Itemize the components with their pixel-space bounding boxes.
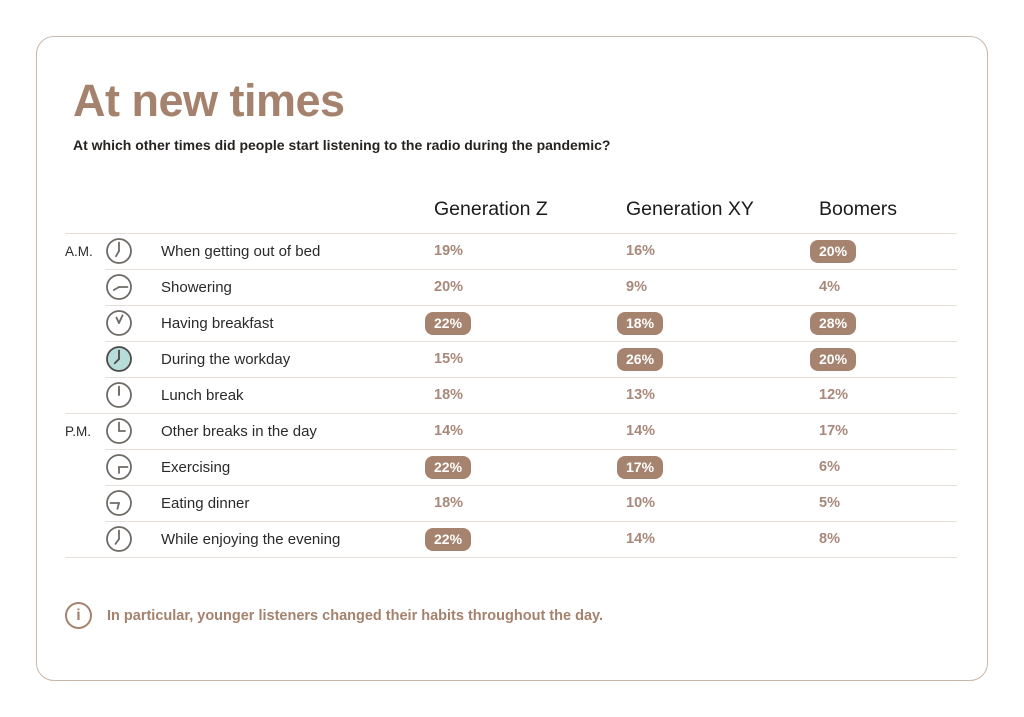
highlight-pill: 22% <box>425 527 472 551</box>
footer-note-text: In particular, younger listeners changed… <box>107 607 604 624</box>
highlight-pill: 18% <box>617 311 664 335</box>
activity-label: Eating dinner <box>161 494 250 512</box>
habits-table: Generation Z Generation XY Boomers A.M. W… <box>65 189 957 559</box>
value-cell: 18% <box>434 495 464 512</box>
highlight-pill: 17% <box>617 455 664 479</box>
column-header-boomers: Boomers <box>819 198 898 221</box>
activity-label: Having breakfast <box>161 314 274 332</box>
value-cell: 12% <box>819 387 849 404</box>
highlight-pill: 20% <box>810 239 857 263</box>
value-cell: 5% <box>819 495 840 512</box>
value-cell: 26% <box>617 347 819 371</box>
clock-icon <box>105 381 153 409</box>
value-cell: 6% <box>819 459 840 476</box>
value-cell: 22% <box>425 527 626 551</box>
clock-icon <box>105 489 153 517</box>
clock-icon <box>105 345 153 373</box>
activity-label: During the workday <box>161 350 291 368</box>
activity-label: Other breaks in the day <box>161 422 317 440</box>
value-cell: 20% <box>810 239 959 263</box>
activity-label: Exercising <box>161 458 231 476</box>
info-icon: i <box>65 602 92 630</box>
activity-label: When getting out of bed <box>161 242 321 260</box>
table-row: A.M. When getting out of bed 19% 16% 20% <box>65 233 957 269</box>
table-row: P.M. Other breaks in the day 14% 14% 17% <box>65 413 957 449</box>
value-cell: 18% <box>434 387 464 404</box>
period-label: P.M. <box>65 423 92 439</box>
table-row: Eating dinner 18% 10% 5% <box>65 485 957 521</box>
table-row: While enjoying the evening 22% 14% 8% <box>65 521 957 557</box>
value-cell: 9% <box>626 279 647 296</box>
column-header-generation-z: Generation Z <box>434 198 548 221</box>
highlight-pill: 22% <box>425 455 472 479</box>
highlight-pill: 22% <box>425 311 472 335</box>
value-cell: 14% <box>434 423 464 440</box>
clock-icon <box>105 273 153 301</box>
clock-icon <box>105 237 153 265</box>
activity-label: While enjoying the evening <box>161 530 341 548</box>
highlight-pill: 28% <box>810 311 857 335</box>
value-cell: 22% <box>425 311 626 335</box>
value-cell: 16% <box>626 243 656 260</box>
value-cell: 14% <box>626 423 656 440</box>
table-header-row: Generation Z Generation XY Boomers <box>65 189 957 233</box>
value-cell: 17% <box>819 423 849 440</box>
footer-note: i In particular, younger listeners chang… <box>65 602 957 630</box>
infographic-card: At new times At which other times did pe… <box>36 36 988 681</box>
clock-icon <box>105 417 153 445</box>
value-cell: 13% <box>626 387 656 404</box>
value-cell: 15% <box>434 351 464 368</box>
activity-label: Showering <box>161 278 232 296</box>
clock-icon <box>105 525 153 553</box>
value-cell: 8% <box>819 531 840 548</box>
page-title: At new times <box>73 75 345 126</box>
table-row: Having breakfast 22% 18% 28% <box>65 305 957 341</box>
highlight-pill: 20% <box>810 347 857 371</box>
table-body: A.M. When getting out of bed 19% 16% 20% Show… <box>65 233 957 557</box>
value-cell: 20% <box>810 347 959 371</box>
column-header-generation-xy: Generation XY <box>626 198 754 221</box>
table-row: Exercising 22% 17% 6% <box>65 449 957 485</box>
table-row: Lunch break 18% 13% 12% <box>65 377 957 413</box>
table-bottom-divider <box>65 557 957 559</box>
activity-label: Lunch break <box>161 386 244 404</box>
clock-icon <box>105 453 153 481</box>
value-cell: 20% <box>434 279 464 296</box>
value-cell: 10% <box>626 495 656 512</box>
value-cell: 17% <box>617 455 819 479</box>
period-label: A.M. <box>65 243 93 259</box>
value-cell: 22% <box>425 455 626 479</box>
value-cell: 19% <box>434 243 464 260</box>
page-subtitle: At which other times did people start li… <box>73 137 611 154</box>
value-cell: 18% <box>617 311 819 335</box>
value-cell: 4% <box>819 279 840 296</box>
value-cell: 28% <box>810 311 959 335</box>
table-row: Showering 20% 9% 4% <box>65 269 957 305</box>
highlight-pill: 26% <box>617 347 664 371</box>
table-row: During the workday 15% 26% 20% <box>65 341 957 377</box>
value-cell: 14% <box>626 531 656 548</box>
clock-icon <box>105 309 153 337</box>
